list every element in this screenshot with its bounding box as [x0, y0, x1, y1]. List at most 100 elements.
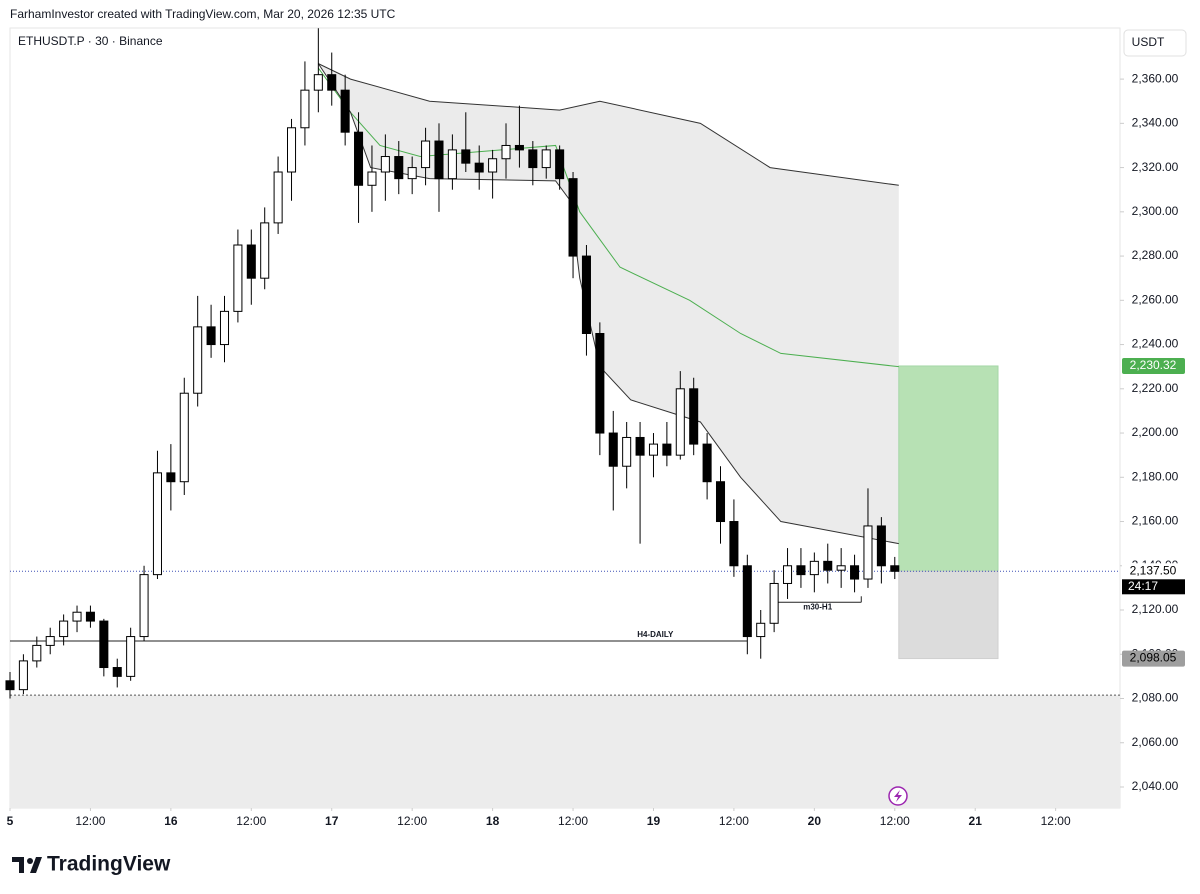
level-label: m30-H1: [803, 602, 832, 611]
currency[interactable]: USDT: [1132, 35, 1165, 49]
candle-body: [850, 565, 860, 580]
x-tick-label: 12:00: [75, 814, 105, 828]
y-tick-label: 2,320.00: [1132, 160, 1179, 174]
stop-zone: [898, 570, 999, 660]
y-tick-label: 2,200.00: [1132, 425, 1179, 439]
header: FarhamInvestor created with TradingView.…: [10, 7, 396, 21]
candle-body: [568, 178, 578, 257]
candle-body: [447, 149, 457, 180]
candle-body: [354, 131, 364, 186]
candle-body: [595, 332, 605, 434]
candle-body: [514, 144, 524, 151]
candle-body: [260, 222, 270, 279]
plot: H4-DAILY m30-H1 2,040.00 2,060.00 2,080.00 2,…: [5, 28, 1185, 828]
candle-body: [287, 127, 297, 173]
x-tick-label: 21: [969, 814, 983, 828]
candle-body: [206, 326, 216, 346]
logo-mark: [12, 857, 42, 873]
symbol-title: ETHUSDT.P · 30 · Binance: [18, 34, 163, 48]
currency-box[interactable]: [1123, 29, 1187, 57]
candle-body: [622, 436, 632, 467]
candle-body: [876, 525, 886, 567]
y-tick-label: 2,340.00: [1132, 116, 1179, 130]
candle-body: [890, 565, 900, 572]
candle-body: [300, 89, 310, 129]
x-tick-label: 16: [164, 814, 178, 828]
y-tick-label: 2,120.00: [1132, 602, 1179, 616]
target-zone: [898, 365, 999, 572]
candle-body: [246, 244, 256, 279]
x-tick-label: 12:00: [880, 814, 910, 828]
candle-body: [823, 560, 833, 571]
candle-body: [85, 611, 95, 622]
candle-body: [488, 158, 498, 173]
candle-body: [179, 392, 189, 483]
candle-body: [769, 582, 779, 624]
x-tick-label: 12:00: [397, 814, 427, 828]
candle-body: [474, 162, 484, 173]
candle-body: [5, 680, 15, 691]
overlay-line: [318, 63, 899, 186]
candle-body: [407, 167, 417, 180]
entry-label: 2,137.50: [1130, 563, 1177, 577]
y-tick-label: 2,060.00: [1132, 735, 1179, 749]
logo: [12, 857, 42, 873]
candle-body: [139, 574, 149, 638]
stop-label-box: [1122, 650, 1185, 667]
candle-body: [541, 149, 551, 169]
candle-body: [783, 565, 793, 584]
y-tick-label: 2,240.00: [1132, 337, 1179, 351]
candle-body: [152, 472, 162, 576]
candle-body: [340, 89, 350, 133]
x-tick-label: 12:00: [1041, 814, 1071, 828]
candle-body: [863, 525, 873, 580]
candle-body: [689, 388, 699, 445]
countdown: 24:17: [1128, 579, 1158, 593]
candle-body: [112, 667, 122, 677]
brand: TradingView: [47, 853, 171, 876]
candle-body: [675, 388, 685, 456]
overlay-line: [317, 63, 899, 545]
target-label: 2,230.32: [1130, 358, 1177, 372]
candle-body: [796, 565, 806, 576]
candle-body: [461, 149, 471, 164]
band-fill: [318, 63, 899, 544]
zone: [10, 695, 1120, 808]
x-tick-label: 18: [486, 814, 500, 828]
candle-body: [836, 565, 846, 571]
y-tick-label: 2,080.00: [1132, 691, 1179, 705]
candle-body: [635, 436, 645, 456]
flash-bolt[interactable]: [894, 790, 902, 802]
candle-body: [715, 481, 726, 523]
candle-body: [702, 443, 712, 483]
y-tick-label: 2,220.00: [1132, 381, 1179, 395]
y-tick-label: 2,280.00: [1132, 248, 1179, 262]
candle-body: [45, 636, 55, 646]
candle-body: [662, 443, 672, 456]
y-tick-label: 2,360.00: [1132, 71, 1179, 85]
candle-body: [193, 326, 203, 394]
stop-label: 2,098.05: [1130, 651, 1177, 665]
x-tick-label: 12:00: [558, 814, 588, 828]
candle-body: [367, 171, 377, 186]
x-tick-label: 17: [325, 814, 339, 828]
candle-body: [313, 74, 323, 91]
candle-body: [555, 149, 565, 180]
candle-body: [648, 443, 659, 456]
candle-body: [380, 156, 390, 173]
y-tick-label: 2,040.00: [1132, 779, 1179, 793]
flash-icon[interactable]: [888, 786, 908, 806]
candle-body: [528, 149, 538, 169]
candle-body: [219, 310, 230, 346]
x-tick-label: 12:00: [719, 814, 749, 828]
y-tick-label: 2,300.00: [1132, 204, 1179, 218]
x-tick-label: 20: [808, 814, 822, 828]
candle-body: [327, 74, 337, 91]
candle-body: [72, 611, 82, 622]
candle-body: [581, 255, 591, 334]
candle-body: [273, 171, 283, 224]
candle-body: [729, 521, 739, 567]
target-label-box: [1122, 357, 1185, 374]
x-tick-label: 12:00: [236, 814, 266, 828]
